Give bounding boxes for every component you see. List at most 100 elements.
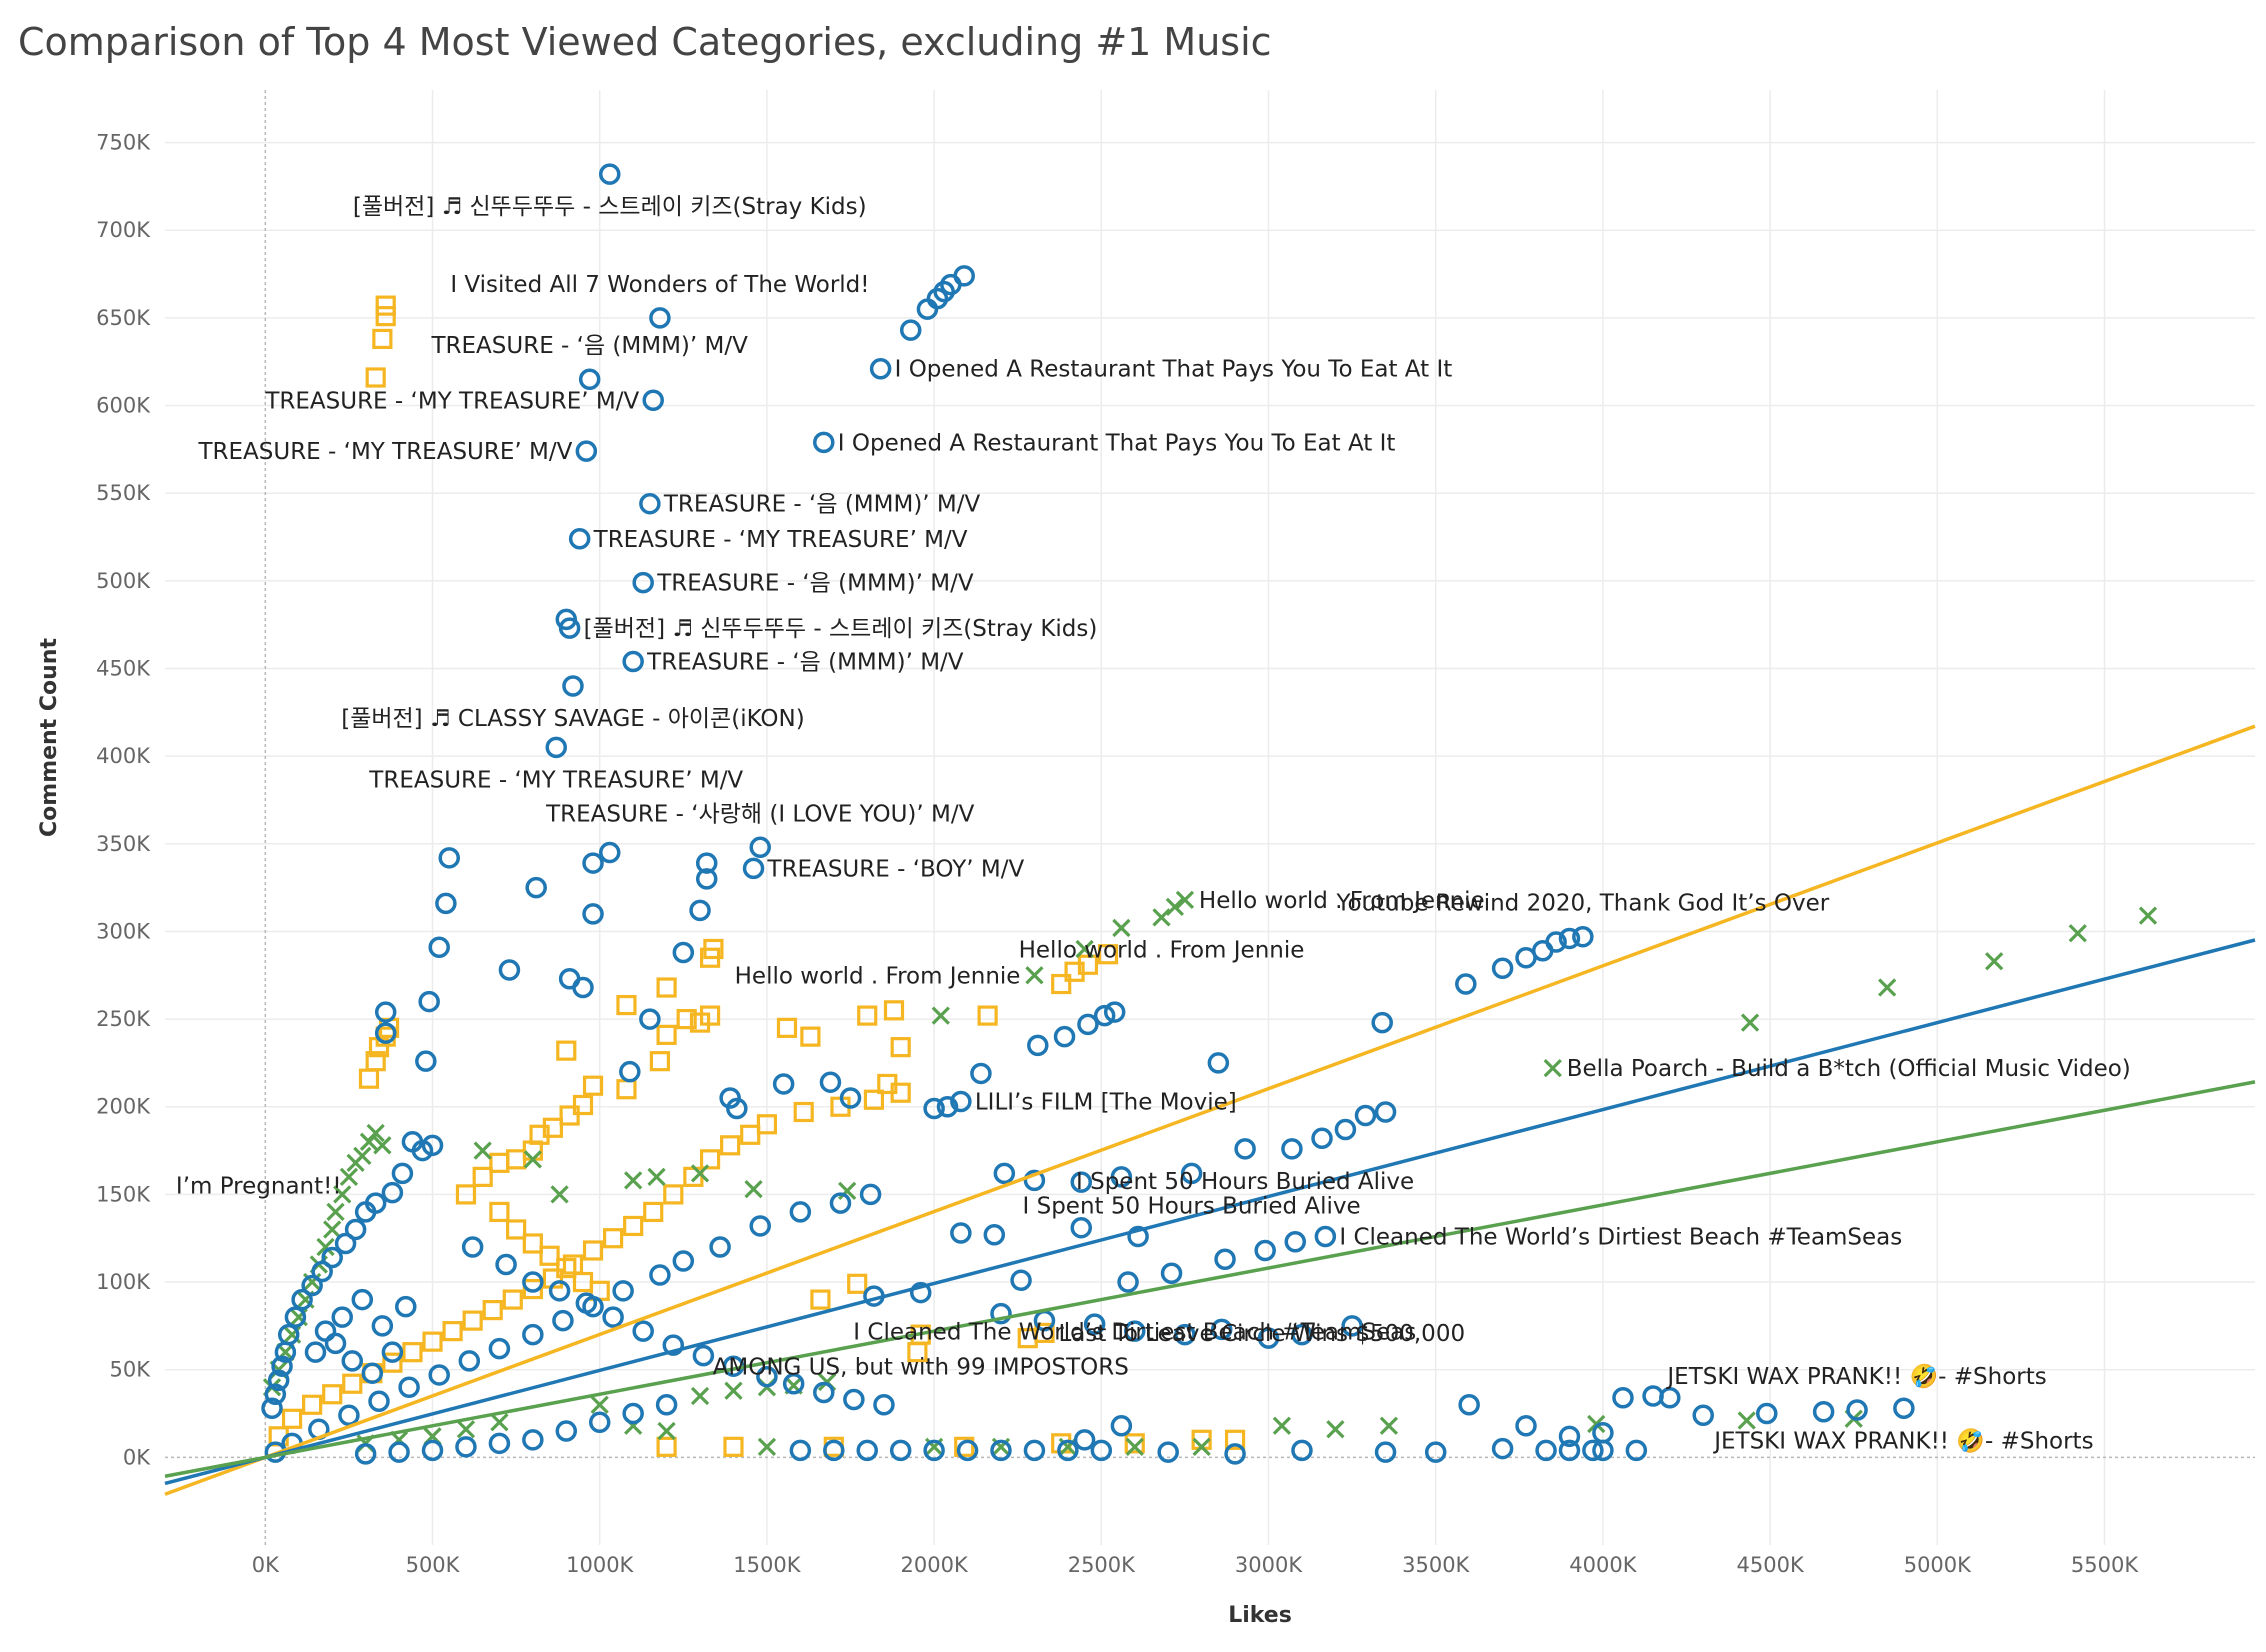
data-point-circle bbox=[845, 1391, 863, 1409]
data-point-circle bbox=[1256, 1241, 1274, 1259]
data-point-circle bbox=[1460, 1396, 1478, 1414]
data-point-square bbox=[859, 1007, 876, 1024]
data-point-square bbox=[524, 1235, 541, 1252]
data-point-square bbox=[504, 1291, 521, 1308]
trend-line bbox=[165, 1082, 2255, 1476]
data-point-circle bbox=[621, 1063, 639, 1081]
data-point-x bbox=[1545, 1060, 1561, 1076]
data-point-x bbox=[649, 1169, 665, 1185]
data-point-circle bbox=[1025, 1441, 1043, 1459]
data-point-x bbox=[2070, 925, 2086, 941]
data-point-circle bbox=[1159, 1443, 1177, 1461]
data-point-square bbox=[464, 1312, 481, 1329]
data-point-circle bbox=[1457, 975, 1475, 993]
data-point-x bbox=[933, 1008, 949, 1024]
data-point-circle bbox=[791, 1203, 809, 1221]
data-point-circle bbox=[370, 1392, 388, 1410]
data-point-x bbox=[725, 1383, 741, 1399]
x-tick-label: 3500K bbox=[1402, 1553, 1470, 1577]
point-annotation: I Opened A Restaurant That Pays You To E… bbox=[895, 357, 1453, 383]
point-annotation: [풀버전] ♬ CLASSY SAVAGE - 아이콘(iKON) bbox=[341, 706, 804, 732]
data-point-circle bbox=[524, 1326, 542, 1344]
data-point-circle bbox=[1377, 1103, 1395, 1121]
data-point-circle bbox=[500, 961, 518, 979]
data-point-circle bbox=[875, 1396, 893, 1414]
y-axis-ticks: 0K50K100K150K200K250K300K350K400K450K500… bbox=[96, 131, 151, 1470]
data-point-square bbox=[702, 1151, 719, 1168]
data-point-circle bbox=[554, 1312, 572, 1330]
data-point-square bbox=[605, 1230, 622, 1247]
data-point-square bbox=[658, 1026, 675, 1043]
data-point-circle bbox=[306, 1343, 324, 1361]
data-point-circle bbox=[995, 1164, 1013, 1182]
data-point-square bbox=[618, 1081, 635, 1098]
data-point-square bbox=[324, 1386, 341, 1403]
data-point-x bbox=[324, 1221, 340, 1237]
data-point-x bbox=[1274, 1418, 1290, 1434]
data-point-circle bbox=[440, 849, 458, 867]
data-point-circle bbox=[1209, 1054, 1227, 1072]
data-point-x bbox=[1381, 1418, 1397, 1434]
point-annotation: Last To Leave Circle Wins $500,000 bbox=[1058, 1321, 1465, 1347]
data-point-circle bbox=[1356, 1107, 1374, 1125]
point-annotation: I’m Pregnant!! bbox=[176, 1174, 342, 1200]
data-point-circle bbox=[1815, 1403, 1833, 1421]
point-annotation: [풀버전] ♬ 신뚜두뚜두 - 스트레이 키즈(Stray Kids) bbox=[353, 194, 867, 220]
x-tick-label: 1000K bbox=[566, 1553, 634, 1577]
data-point-circle bbox=[437, 894, 455, 912]
data-point-square bbox=[304, 1396, 321, 1413]
point-annotation: JETSKI WAX PRANK!! 🤣- #Shorts bbox=[1665, 1363, 2046, 1391]
data-point-circle bbox=[601, 844, 619, 862]
data-point-circle bbox=[327, 1334, 345, 1352]
data-point-circle bbox=[1694, 1406, 1712, 1424]
point-annotation: TREASURE - ‘MY TREASURE’ M/V bbox=[264, 388, 639, 414]
data-point-x bbox=[458, 1421, 474, 1437]
data-point-circle bbox=[420, 993, 438, 1011]
data-point-circle bbox=[557, 1422, 575, 1440]
point-annotation: TREASURE - ‘음 (MMM)’ M/V bbox=[430, 333, 748, 359]
data-point-x bbox=[491, 1414, 507, 1430]
data-point-square bbox=[802, 1028, 819, 1045]
x-tick-label: 2500K bbox=[1068, 1553, 1136, 1577]
data-point-circle bbox=[955, 267, 973, 285]
data-point-circle bbox=[353, 1291, 371, 1309]
point-annotation: LILI’s FILM [The Movie] bbox=[975, 1089, 1237, 1115]
y-tick-label: 500K bbox=[96, 569, 151, 593]
data-point-circle bbox=[390, 1443, 408, 1461]
data-point-x bbox=[328, 1204, 344, 1220]
point-annotation: I Opened A Restaurant That Pays You To E… bbox=[838, 430, 1396, 456]
x-tick-label: 5000K bbox=[1904, 1553, 1972, 1577]
data-point-circle bbox=[333, 1308, 351, 1326]
point-annotation: TREASURE - ‘사랑해 (I LOVE YOU)’ M/V bbox=[545, 801, 975, 827]
data-point-circle bbox=[551, 1282, 569, 1300]
data-point-circle bbox=[1286, 1233, 1304, 1251]
data-point-circle bbox=[286, 1308, 304, 1326]
data-point-circle bbox=[674, 943, 692, 961]
point-annotation: Hello world . From Jennie bbox=[735, 963, 1021, 989]
y-tick-label: 250K bbox=[96, 1007, 151, 1031]
data-point-circle bbox=[1236, 1140, 1254, 1158]
point-annotation: TREASURE - ‘BOY’ M/V bbox=[767, 856, 1025, 882]
data-point-circle bbox=[634, 1322, 652, 1340]
data-point-circle bbox=[460, 1352, 478, 1370]
data-point-circle bbox=[601, 165, 619, 183]
data-point-circle bbox=[357, 1445, 375, 1463]
x-tick-label: 4000K bbox=[1569, 1553, 1637, 1577]
data-point-x bbox=[1026, 967, 1042, 983]
data-point-square bbox=[377, 297, 394, 314]
data-point-square bbox=[367, 369, 384, 386]
data-point-square bbox=[374, 330, 391, 347]
data-point-circle bbox=[658, 1396, 676, 1414]
point-annotation: I Cleaned The World’s Dirtiest Beach #Te… bbox=[1339, 1224, 1902, 1250]
data-point-circle bbox=[1076, 1431, 1094, 1449]
data-point-circle bbox=[644, 391, 662, 409]
data-point-circle bbox=[815, 433, 833, 451]
y-tick-label: 550K bbox=[96, 481, 151, 505]
data-point-x bbox=[1327, 1421, 1343, 1437]
data-point-circle bbox=[1163, 1264, 1181, 1282]
data-point-circle bbox=[1056, 1028, 1074, 1046]
data-point-circle bbox=[497, 1256, 515, 1274]
point-annotation: TREASURE - ‘MY TREASURE’ M/V bbox=[593, 527, 968, 553]
data-point-square bbox=[344, 1375, 361, 1392]
